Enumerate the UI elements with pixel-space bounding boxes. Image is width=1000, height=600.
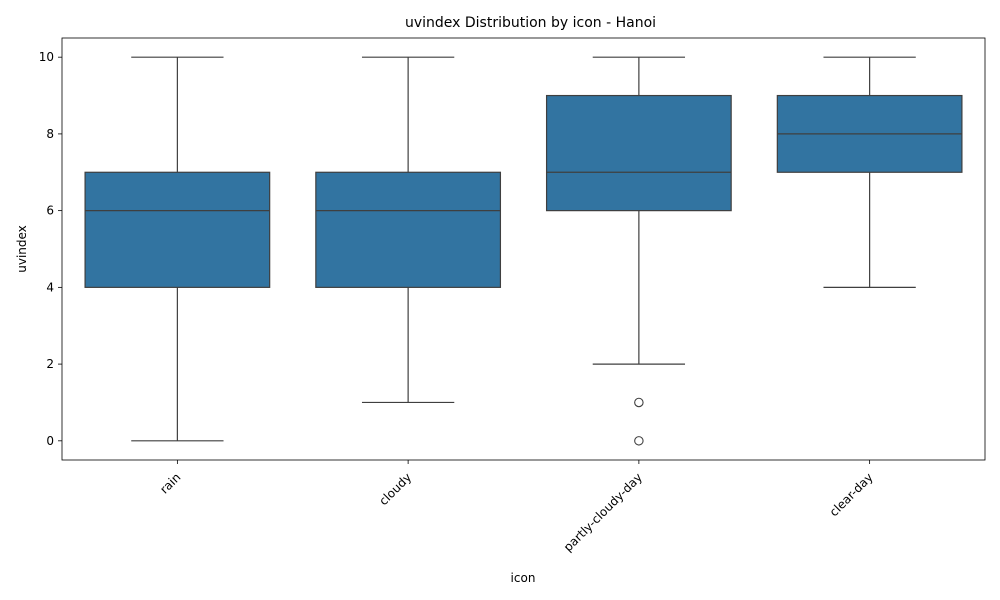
y-tick-label: 6 bbox=[46, 204, 54, 218]
x-tick-label: clear-day bbox=[827, 470, 876, 519]
y-axis-title: uvindex bbox=[15, 225, 29, 273]
y-tick-label: 4 bbox=[46, 280, 54, 294]
y-tick-label: 2 bbox=[46, 357, 54, 371]
box-rain bbox=[84, 171, 271, 288]
x-tick-label: partly-cloudy-day bbox=[561, 470, 645, 554]
plot-area: 0 2 4 6 8 10 rain cloudy partly-cloudy-day clear-… bbox=[39, 37, 986, 554]
x-axis-title: icon bbox=[511, 571, 536, 585]
x-tick-label: cloudy bbox=[376, 470, 414, 508]
y-tick-label: 0 bbox=[46, 434, 54, 448]
box-partly-cloudy-day bbox=[545, 94, 732, 212]
outlier-point bbox=[634, 397, 644, 408]
x-tick-label: rain bbox=[157, 470, 183, 496]
y-tick-label: 10 bbox=[39, 50, 54, 64]
outlier-point bbox=[634, 436, 644, 446]
chart-title: uvindex Distribution by icon - Hanoi bbox=[405, 15, 656, 31]
y-tick-label: 8 bbox=[46, 127, 54, 141]
box-cloudy bbox=[315, 171, 502, 288]
plot-frame bbox=[61, 37, 986, 461]
